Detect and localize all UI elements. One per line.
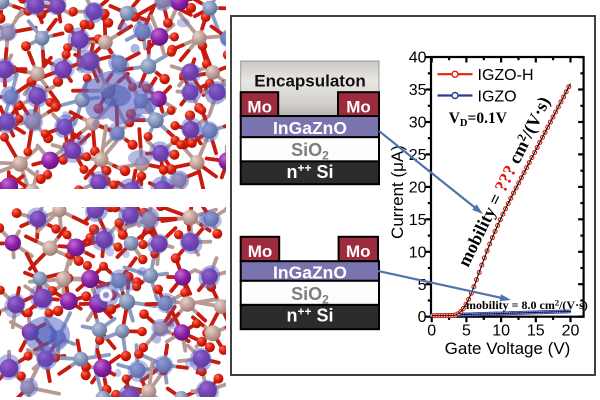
svg-text:0: 0 (427, 323, 436, 340)
svg-text:10: 10 (409, 244, 427, 261)
svg-text:5: 5 (462, 323, 471, 340)
svg-text:SiO2: SiO2 (291, 140, 329, 163)
svg-text:15: 15 (409, 212, 427, 229)
svg-text:20: 20 (409, 179, 427, 196)
svg-text:5: 5 (418, 277, 427, 294)
svg-text:mobility = 8.0 cm2/(V·s): mobility = 8.0 cm2/(V·s) (466, 298, 588, 313)
svg-text:40: 40 (409, 50, 427, 67)
svg-text:15: 15 (527, 323, 545, 340)
svg-text:Mo: Mo (248, 242, 273, 261)
svg-text:VD=0.1V: VD=0.1V (449, 110, 508, 129)
svg-text:Encapsulaton: Encapsulaton (254, 72, 365, 91)
svg-text:Mo: Mo (247, 98, 272, 117)
svg-text:0: 0 (418, 309, 427, 326)
svg-text:30: 30 (409, 115, 427, 132)
svg-text:InGaZnO: InGaZnO (273, 118, 347, 138)
svg-text:IGZO-H: IGZO-H (478, 67, 534, 84)
svg-text:Current (μA): Current (μA) (388, 145, 407, 239)
svg-text:10: 10 (492, 323, 510, 340)
svg-text:20: 20 (562, 323, 580, 340)
svg-text:SiO2: SiO2 (291, 284, 329, 307)
svg-text:InGaZnO: InGaZnO (273, 263, 347, 283)
svg-text:Gate Voltage (V): Gate Voltage (V) (445, 339, 571, 358)
svg-text:Mo: Mo (346, 98, 371, 117)
svg-text:Mo: Mo (346, 242, 371, 261)
svg-text:IGZO: IGZO (478, 89, 517, 106)
svg-text:35: 35 (409, 82, 427, 99)
